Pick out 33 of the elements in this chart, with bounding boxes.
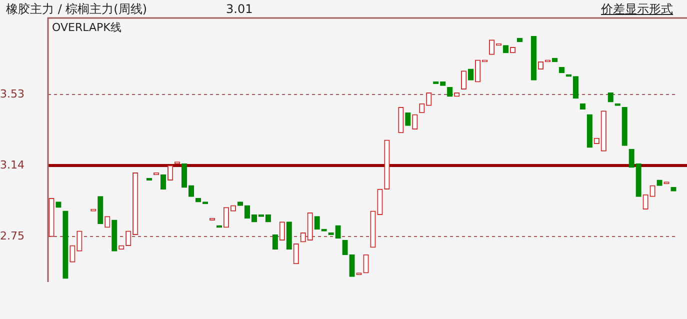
candlestick xyxy=(349,254,355,278)
y-tick-label: 2.75 xyxy=(0,229,24,242)
candlestick xyxy=(160,174,166,190)
candlestick xyxy=(126,230,132,246)
candlestick xyxy=(314,216,320,230)
candlestick xyxy=(293,243,299,264)
chart-subtitle: 3.01 xyxy=(226,2,253,16)
y-tick-label: 3.14 xyxy=(0,158,24,172)
annotation: OVERLAPK线 xyxy=(52,21,122,35)
y-tick-label: 3.53 xyxy=(0,87,24,100)
candlestick xyxy=(342,240,348,256)
candlestick xyxy=(335,225,341,239)
chart-title: 橡胶主力 / 棕榈主力(周线) xyxy=(6,2,148,16)
candlestick xyxy=(363,254,369,274)
candlestick xyxy=(650,185,656,197)
candlestick xyxy=(272,234,278,250)
candlestick xyxy=(572,76,578,99)
candlestick xyxy=(279,221,285,241)
candlestick xyxy=(412,114,418,130)
candlestick xyxy=(642,194,648,210)
candlestick xyxy=(405,112,411,126)
candlestick xyxy=(608,92,614,102)
candlestick xyxy=(426,92,432,106)
candlestick xyxy=(461,70,467,90)
candlestick xyxy=(419,103,425,114)
candlestick xyxy=(300,232,306,242)
candlestick xyxy=(628,148,634,168)
candlestick xyxy=(167,165,174,180)
candlestick xyxy=(104,216,110,228)
candlestick xyxy=(447,86,453,97)
candlestick xyxy=(76,230,82,252)
candlestick xyxy=(70,245,76,262)
text: 价差显示形式 xyxy=(601,2,673,16)
